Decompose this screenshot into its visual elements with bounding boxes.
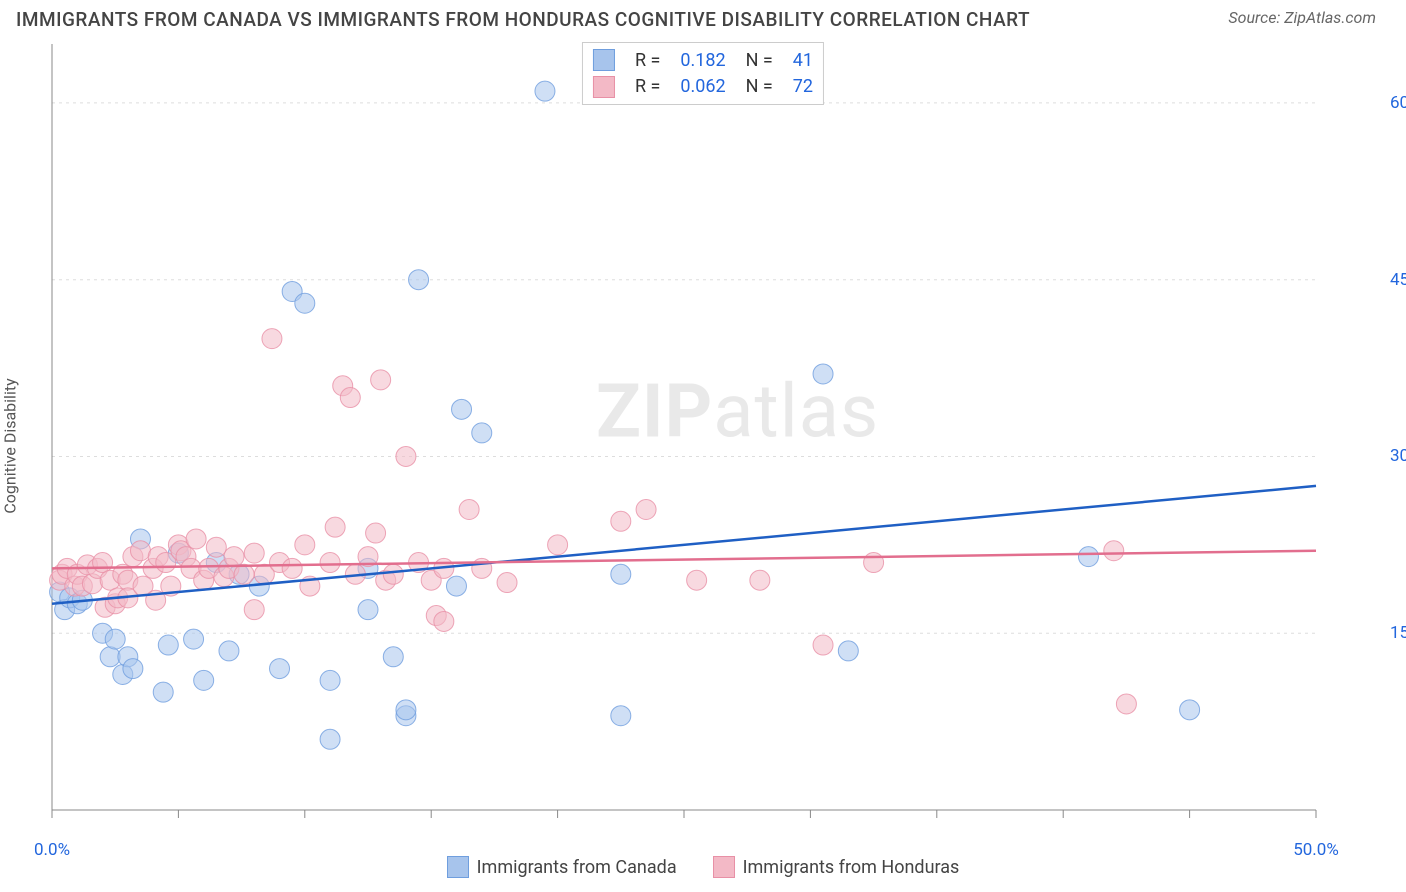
correlation-stats-legend: R =0.182N =41R =0.062N =72 xyxy=(582,42,824,105)
legend-label: Immigrants from Canada xyxy=(477,857,677,878)
legend-swatch xyxy=(593,49,615,71)
scatter-plot-svg xyxy=(46,40,1376,832)
y-tick-label: 45.0% xyxy=(1380,270,1406,290)
n-value: 72 xyxy=(783,73,823,99)
legend-label: Immigrants from Honduras xyxy=(743,857,960,878)
legend-item: Immigrants from Canada xyxy=(447,856,677,878)
r-label: R = xyxy=(625,47,670,73)
legend-item: Immigrants from Honduras xyxy=(713,856,960,878)
stat-legend-row: R =0.062N =72 xyxy=(583,73,823,99)
y-tick-label: 30.0% xyxy=(1380,446,1406,466)
stat-legend-row: R =0.182N =41 xyxy=(583,47,823,73)
source-attribution: Source: ZipAtlas.com xyxy=(1228,8,1376,27)
plot-area: ZIPatlas 15.0%30.0%45.0%60.0%0.0%50.0% xyxy=(46,40,1376,832)
y-tick-label: 60.0% xyxy=(1380,93,1406,113)
legend-swatch xyxy=(447,856,469,878)
n-label: N = xyxy=(736,73,783,99)
r-label: R = xyxy=(625,73,670,99)
r-value: 0.182 xyxy=(670,47,735,73)
legend-swatch xyxy=(593,76,615,98)
r-value: 0.062 xyxy=(670,73,735,99)
n-label: N = xyxy=(736,47,783,73)
y-axis-label: Cognitive Disability xyxy=(1,378,20,513)
legend-swatch xyxy=(713,856,735,878)
series-legend: Immigrants from Canada Immigrants from Ho… xyxy=(0,856,1406,878)
n-value: 41 xyxy=(783,47,823,73)
chart-title: IMMIGRANTS FROM CANADA VS IMMIGRANTS FRO… xyxy=(16,8,1030,31)
y-tick-label: 15.0% xyxy=(1380,623,1406,643)
